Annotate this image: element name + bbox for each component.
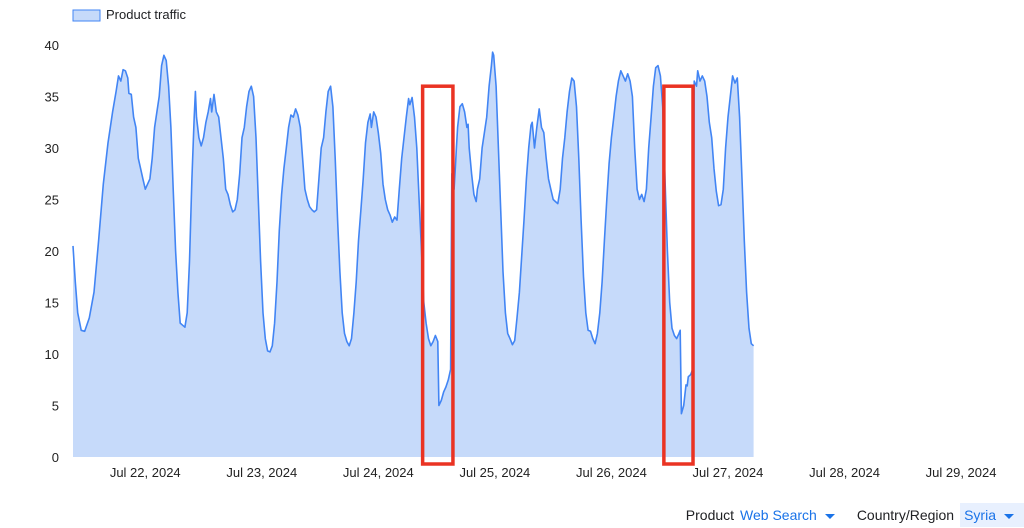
y-tick-label: 5	[52, 399, 59, 414]
highlight-rect	[420, 84, 455, 466]
x-axis-ticks: Jul 22, 2024 Jul 23, 2024 Jul 24, 2024 Jul …	[110, 465, 997, 480]
x-tick-label: Jul 22, 2024	[110, 465, 181, 480]
legend[interactable]: Product traffic	[72, 7, 186, 22]
x-tick-label: Jul 25, 2024	[459, 465, 530, 480]
series-area	[73, 52, 754, 457]
x-tick-label: Jul 27, 2024	[693, 465, 764, 480]
y-tick-label: 35	[45, 90, 59, 105]
region-caret-icon	[1004, 513, 1014, 519]
highlight-rect	[662, 84, 695, 466]
region-value: Syria	[964, 507, 996, 523]
legend-swatch	[72, 9, 101, 22]
y-tick-label: 20	[45, 244, 59, 259]
product-caret-icon	[824, 513, 835, 519]
traffic-area-chart: Product traffic 0 5 10 15 20 25 30 35 40 Jul 22,…	[45, 7, 997, 480]
y-tick-label: 25	[45, 193, 59, 208]
x-tick-label: Jul 28, 2024	[809, 465, 880, 480]
region-dropdown[interactable]: Syria	[960, 503, 1024, 527]
x-tick-label: Jul 29, 2024	[926, 465, 997, 480]
y-tick-label: 40	[45, 38, 59, 53]
x-tick-label: Jul 24, 2024	[343, 465, 414, 480]
y-tick-label: 30	[45, 141, 59, 156]
y-tick-label: 10	[45, 347, 59, 362]
y-tick-label: 0	[52, 450, 59, 465]
plot-area	[72, 51, 755, 457]
product-dropdown[interactable]: Web Search	[740, 507, 857, 523]
x-tick-label: Jul 26, 2024	[576, 465, 647, 480]
product-label: Product	[685, 507, 735, 523]
x-tick-label: Jul 23, 2024	[226, 465, 297, 480]
filter-controls: Product Web Search Country/Region Syria	[686, 502, 1024, 528]
highlight-annotations	[420, 84, 695, 466]
y-tick-label: 15	[45, 296, 59, 311]
series-line	[72, 51, 755, 415]
y-axis-ticks: 0 5 10 15 20 25 30 35 40	[45, 38, 59, 465]
region-label: Country/Region	[856, 507, 955, 523]
legend-label: Product traffic	[106, 7, 186, 22]
product-value: Web Search	[740, 507, 817, 523]
